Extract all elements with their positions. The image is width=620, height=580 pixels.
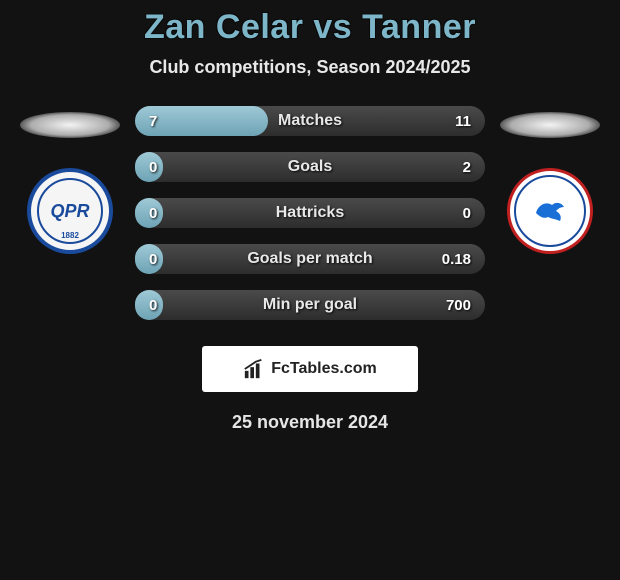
bluebird-icon — [532, 193, 568, 229]
stat-right-value: 11 — [455, 113, 471, 130]
stat-label: Goals per match — [135, 250, 485, 268]
stat-label: Min per goal — [135, 296, 485, 314]
branding-box: FcTables.com — [202, 346, 418, 392]
stat-label: Goals — [135, 158, 485, 176]
stat-row: 7Matches11 — [135, 106, 485, 136]
team-badge-qpr: QPR 1882 — [27, 168, 113, 254]
player-shadow-right — [500, 112, 600, 138]
stat-left-value: 0 — [149, 159, 157, 176]
stat-rows: 7Matches110Goals20Hattricks00Goals per m… — [135, 106, 485, 320]
chart-icon — [243, 358, 265, 380]
page-subtitle: Club competitions, Season 2024/2025 — [0, 57, 620, 78]
compare-area: QPR 1882 7Matches110Goals20Hattricks00Go… — [0, 106, 620, 320]
stat-right-value: 0 — [463, 205, 471, 222]
right-player-col — [495, 106, 605, 254]
stat-row: 0Hattricks0 — [135, 198, 485, 228]
badge-year: 1882 — [61, 231, 79, 240]
stat-left-value: 7 — [149, 113, 157, 130]
stat-left-value: 0 — [149, 297, 157, 314]
branding-text: FcTables.com — [271, 360, 377, 378]
comparison-infographic: Zan Celar vs Tanner Club competitions, S… — [0, 0, 620, 433]
stat-row: 0Goals2 — [135, 152, 485, 182]
stat-row: 0Goals per match0.18 — [135, 244, 485, 274]
left-player-col: QPR 1882 — [15, 106, 125, 254]
stat-row: 0Min per goal700 — [135, 290, 485, 320]
stat-label: Hattricks — [135, 204, 485, 222]
stat-right-value: 2 — [463, 159, 471, 176]
stat-right-value: 700 — [446, 297, 471, 314]
badge-text: QPR — [50, 203, 89, 219]
team-badge-cardiff — [507, 168, 593, 254]
page-title: Zan Celar vs Tanner — [0, 8, 620, 47]
stat-right-value: 0.18 — [442, 251, 471, 268]
stat-left-value: 0 — [149, 251, 157, 268]
stat-left-value: 0 — [149, 205, 157, 222]
player-shadow-left — [20, 112, 120, 138]
footer-date: 25 november 2024 — [0, 412, 620, 433]
